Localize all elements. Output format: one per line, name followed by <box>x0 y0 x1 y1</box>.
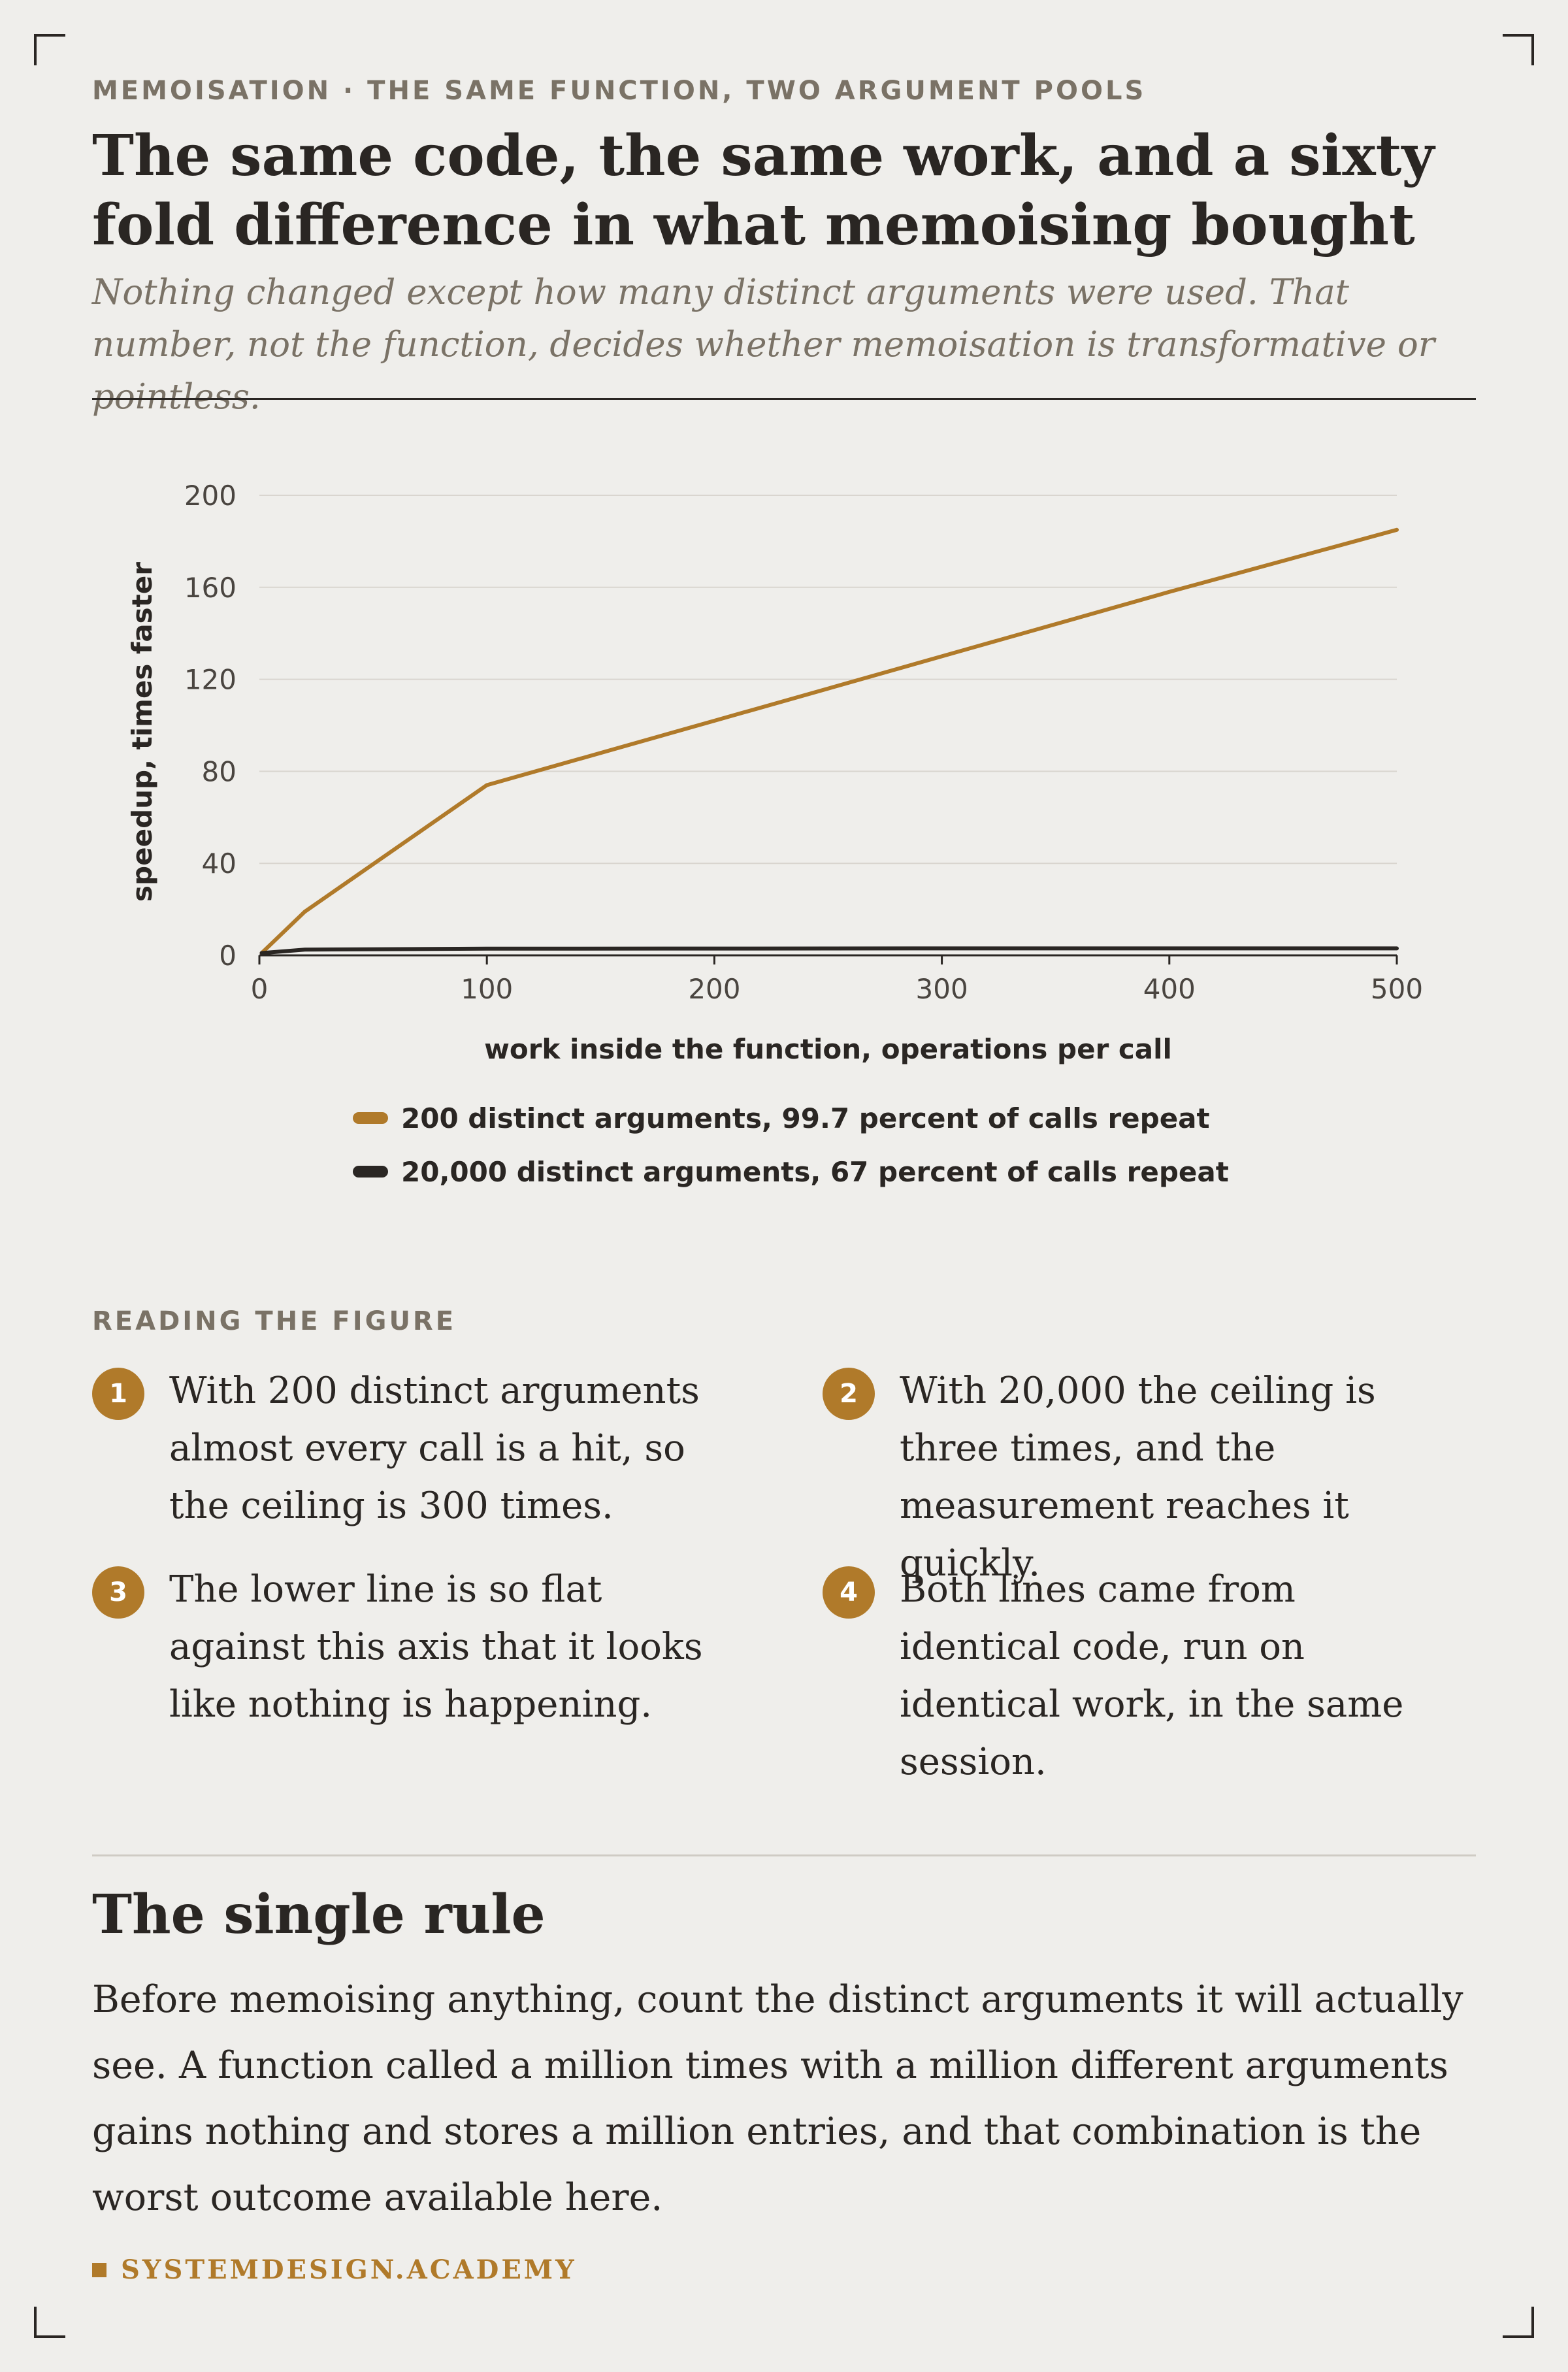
x-tick-label: 500 <box>1371 973 1423 1005</box>
x-tick-label: 400 <box>1143 973 1196 1005</box>
corner-mark-top-right <box>1503 34 1534 65</box>
y-tick-label: 120 <box>184 664 237 696</box>
eyebrow: MEMOISATION · THE SAME FUNCTION, TWO ARG… <box>92 76 1147 106</box>
x-tick-label: 0 <box>251 973 269 1005</box>
notes-section-label: READING THE FIGURE <box>92 1306 457 1336</box>
legend-item-series-1: 200 distinct arguments, 99.7 percent of … <box>353 1091 1229 1145</box>
corner-mark-bottom-left <box>34 2307 65 2338</box>
chart-legend: 200 distinct arguments, 99.7 percent of … <box>353 1091 1229 1198</box>
legend-item-series-2: 20,000 distinct arguments, 67 percent of… <box>353 1145 1229 1198</box>
y-tick-label: 80 <box>202 755 237 787</box>
legend-label-series-1: 200 distinct arguments, 99.7 percent of … <box>401 1102 1210 1134</box>
note-text: The lower line is so flat against this a… <box>169 1568 703 1726</box>
x-tick-label: 300 <box>916 973 968 1005</box>
y-axis-title: speedup, times faster <box>126 562 158 902</box>
note-number-badge: 2 <box>823 1368 875 1420</box>
speedup-chart: 0 40 80 120 160 200 0 100 200 300 400 500 work insid… <box>126 480 1423 1065</box>
section-divider <box>92 1854 1476 1856</box>
corner-mark-bottom-right <box>1503 2307 1534 2338</box>
note-number-badge: 4 <box>823 1566 875 1619</box>
footer-brand: SYSTEMDESIGN.ACADEMY <box>92 2254 577 2285</box>
note-text: With 200 distinct arguments almost every… <box>169 1370 700 1527</box>
notes-list: 1 With 200 distinct arguments almost eve… <box>92 1362 1477 1783</box>
legend-swatch-series-1 <box>353 1112 388 1124</box>
top-divider <box>92 398 1476 400</box>
note-text: With 20,000 the ceiling is three times, … <box>900 1370 1376 1585</box>
rule-body: Before memoising anything, count the dis… <box>92 1978 1463 2219</box>
headline: The same code, the same work, and a sixt… <box>92 123 1435 258</box>
corner-mark-top-left <box>34 34 65 65</box>
rule-heading: The single rule <box>92 1883 546 1946</box>
footer-text: SYSTEMDESIGN.ACADEMY <box>121 2254 577 2285</box>
legend-label-series-2: 20,000 distinct arguments, 67 percent of… <box>401 1155 1229 1188</box>
series-line-2 <box>259 946 1399 955</box>
x-tick-label: 200 <box>688 973 740 1005</box>
y-tick-label: 40 <box>202 848 237 880</box>
dek: Nothing changed except how many distinct… <box>92 272 1435 417</box>
note-text: Both lines came from identical code, run… <box>900 1568 1404 1783</box>
note-number-badge: 1 <box>92 1368 144 1420</box>
y-tick-label: 0 <box>219 940 237 972</box>
legend-swatch-series-2 <box>353 1166 388 1178</box>
x-tick-label: 100 <box>461 973 513 1005</box>
brand-square-icon <box>92 2262 106 2277</box>
series-line-1 <box>259 527 1399 955</box>
y-tick-label: 200 <box>184 480 237 512</box>
note-number-badge: 3 <box>92 1566 144 1619</box>
x-axis-title: work inside the function, operations per… <box>484 1033 1172 1065</box>
y-tick-label: 160 <box>184 572 237 604</box>
